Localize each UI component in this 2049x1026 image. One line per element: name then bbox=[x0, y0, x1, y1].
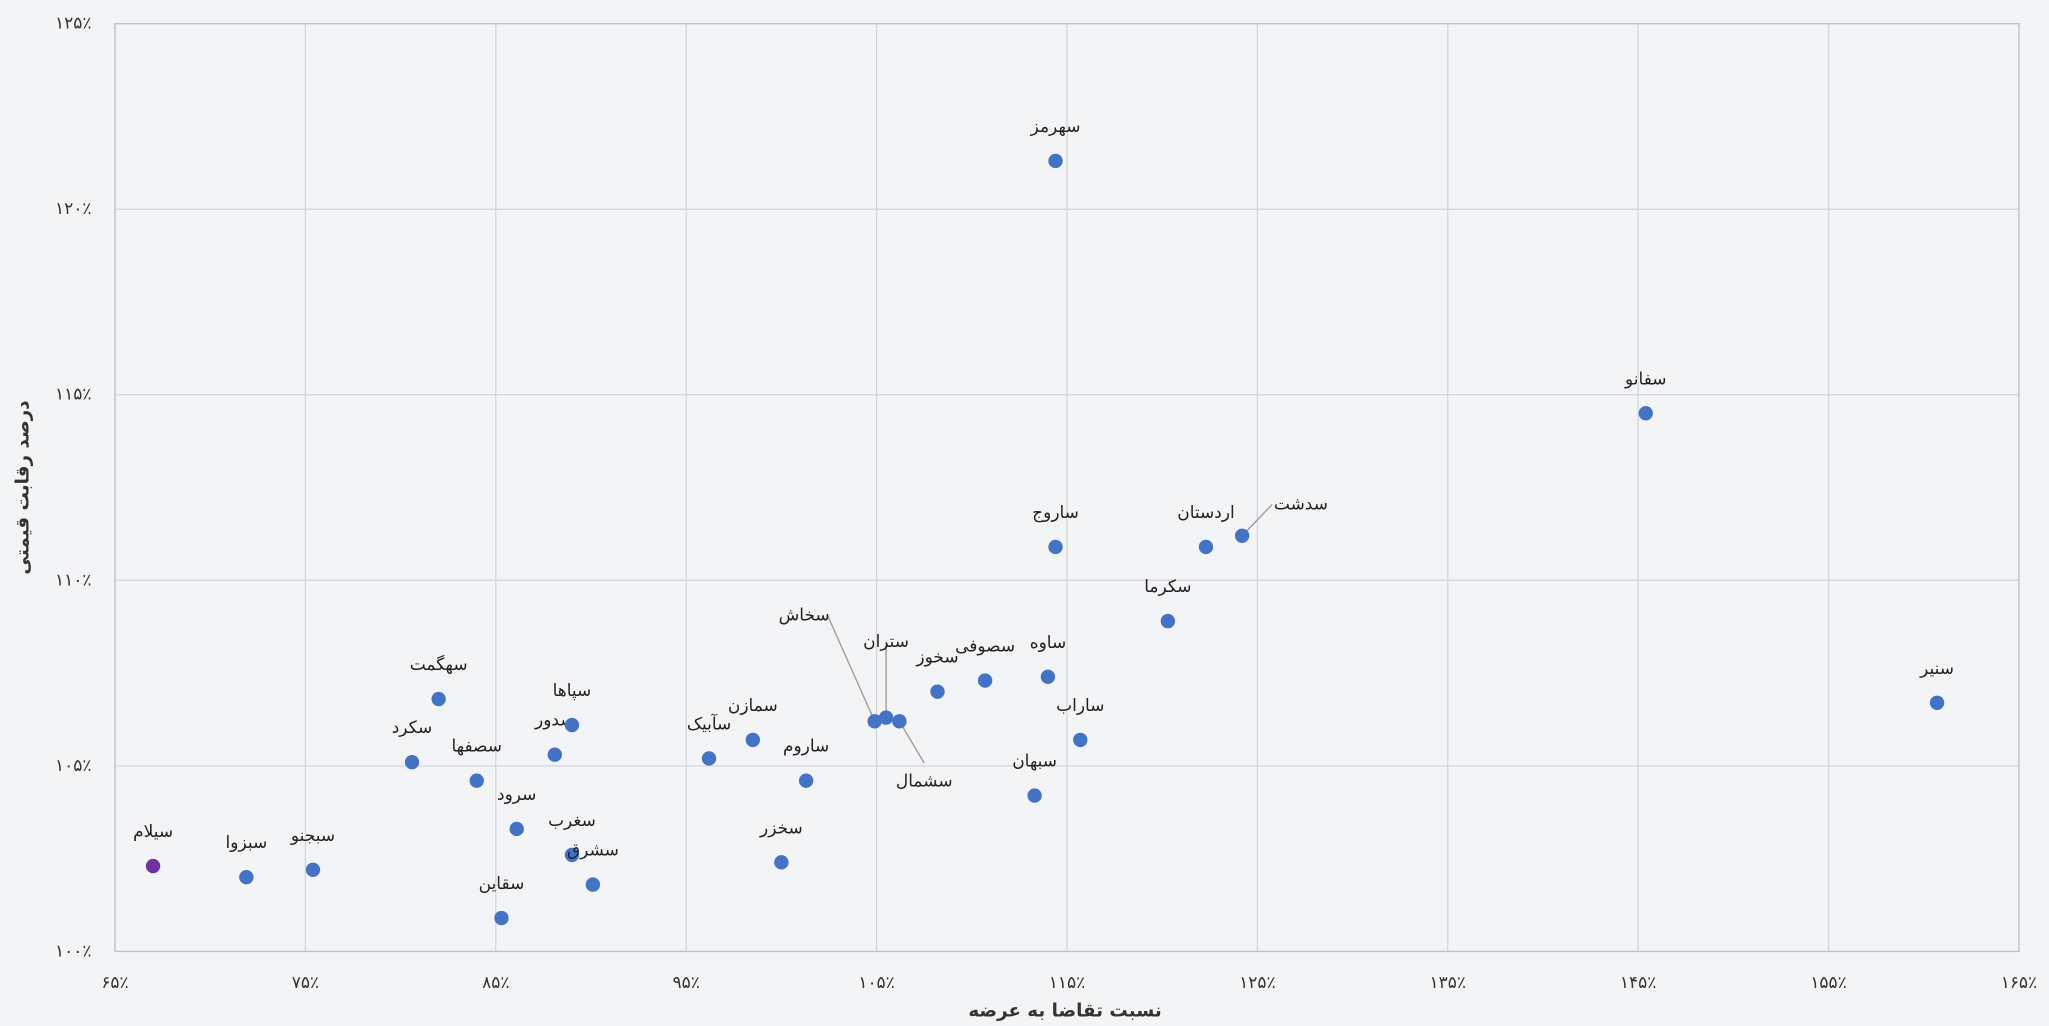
point bbox=[745, 732, 761, 748]
point-label: ساروم bbox=[783, 737, 829, 757]
point-label: ساراب bbox=[1056, 696, 1104, 716]
point bbox=[930, 684, 945, 699]
point bbox=[1040, 669, 1056, 684]
point-label: سبهان bbox=[1012, 752, 1057, 772]
point-label: ساروج bbox=[1032, 503, 1079, 523]
point-label: سهرمز bbox=[1030, 117, 1081, 137]
point bbox=[1198, 539, 1214, 555]
point bbox=[1929, 695, 1945, 710]
point bbox=[1027, 788, 1042, 803]
y-axis-title: درصد رقابت قیمتی bbox=[13, 400, 34, 574]
plot-frame bbox=[114, 22, 2020, 953]
point bbox=[305, 862, 321, 877]
point-label: سآبیک bbox=[687, 712, 731, 734]
point bbox=[867, 714, 882, 729]
point-label: سشرق bbox=[567, 841, 619, 861]
y-tick-label: ۱۰۰٪ bbox=[55, 941, 91, 961]
x-tick-label: ۱۶۵٪ bbox=[2001, 973, 2037, 993]
point-label: سقاین bbox=[479, 874, 525, 894]
x-tick-label: ۱۰۵٪ bbox=[858, 973, 894, 993]
y-tick-label: ۱۲۵٪ bbox=[55, 14, 91, 34]
point-label: ساوه bbox=[1030, 633, 1066, 653]
point bbox=[892, 714, 907, 729]
x-tick-label: ۱۱۵٪ bbox=[1049, 973, 1085, 993]
point-label: سرود bbox=[497, 785, 536, 805]
x-tick-label: ۷۵٪ bbox=[292, 973, 319, 993]
point-label: سخزر bbox=[759, 818, 803, 838]
point bbox=[585, 877, 601, 892]
point-label: سکرما bbox=[1144, 577, 1191, 597]
point-label: سخاش bbox=[779, 605, 830, 625]
x-tick-label: ۶۵٪ bbox=[101, 973, 128, 993]
point bbox=[1048, 539, 1063, 555]
point-label: سصوفی bbox=[955, 637, 1015, 657]
point-label: سدشت bbox=[1274, 494, 1328, 514]
x-axis-title: نسبت تقاضا به عرضه bbox=[968, 1001, 1161, 1022]
y-tick-label: ۱۲۰٪ bbox=[55, 199, 91, 219]
point-label: سیلام bbox=[133, 822, 173, 842]
point-label: اردستان bbox=[1177, 503, 1234, 523]
point bbox=[494, 910, 509, 926]
point-label: سصفها bbox=[451, 737, 502, 757]
point-label: سبزوا bbox=[226, 833, 268, 853]
point bbox=[1234, 528, 1250, 543]
leader-line bbox=[898, 720, 925, 764]
point bbox=[564, 847, 580, 863]
y-tick-label: ۱۱۵٪ bbox=[55, 385, 91, 405]
point-label: ستران bbox=[863, 632, 909, 652]
point bbox=[564, 717, 580, 733]
point-label: سشمال bbox=[896, 771, 953, 791]
leader-line bbox=[827, 615, 876, 722]
point bbox=[509, 821, 524, 837]
point bbox=[878, 710, 894, 725]
point-label: سغرب bbox=[548, 811, 596, 831]
point-label: سخوز bbox=[915, 648, 958, 668]
point bbox=[239, 870, 254, 885]
y-tick-label: ۱۱۰٪ bbox=[55, 570, 91, 590]
point-label: سپاها bbox=[553, 681, 592, 701]
leader-line bbox=[1241, 503, 1273, 537]
point bbox=[404, 754, 420, 770]
point-label: سهگمت bbox=[410, 654, 468, 675]
point bbox=[1048, 153, 1063, 169]
x-tick-label: ۸۵٪ bbox=[482, 973, 509, 993]
x-tick-label: ۱۲۵٪ bbox=[1239, 973, 1275, 993]
point bbox=[547, 747, 562, 762]
point-label: سکرد bbox=[392, 718, 433, 738]
point-label: سبجنو bbox=[290, 826, 335, 846]
point-label: سدور bbox=[534, 711, 575, 731]
point-label: سنیر bbox=[1919, 659, 1954, 679]
point bbox=[431, 691, 446, 707]
point bbox=[798, 773, 814, 788]
x-tick-label: ۱۳۵٪ bbox=[1430, 973, 1466, 993]
point-label: سفانو bbox=[1624, 369, 1666, 389]
point bbox=[977, 673, 993, 688]
point-label: سمازن bbox=[728, 696, 778, 716]
point bbox=[1160, 613, 1176, 629]
point bbox=[1073, 732, 1088, 748]
point bbox=[774, 855, 789, 870]
x-tick-label: ۹۵٪ bbox=[673, 973, 700, 993]
y-tick-label: ۱۰۵٪ bbox=[55, 756, 91, 776]
x-tick-label: ۱۵۵٪ bbox=[1810, 973, 1846, 993]
point bbox=[1638, 406, 1653, 421]
x-tick-label: ۱۴۵٪ bbox=[1620, 973, 1656, 993]
point bbox=[469, 773, 484, 788]
point bbox=[701, 751, 717, 766]
point bbox=[145, 858, 161, 874]
